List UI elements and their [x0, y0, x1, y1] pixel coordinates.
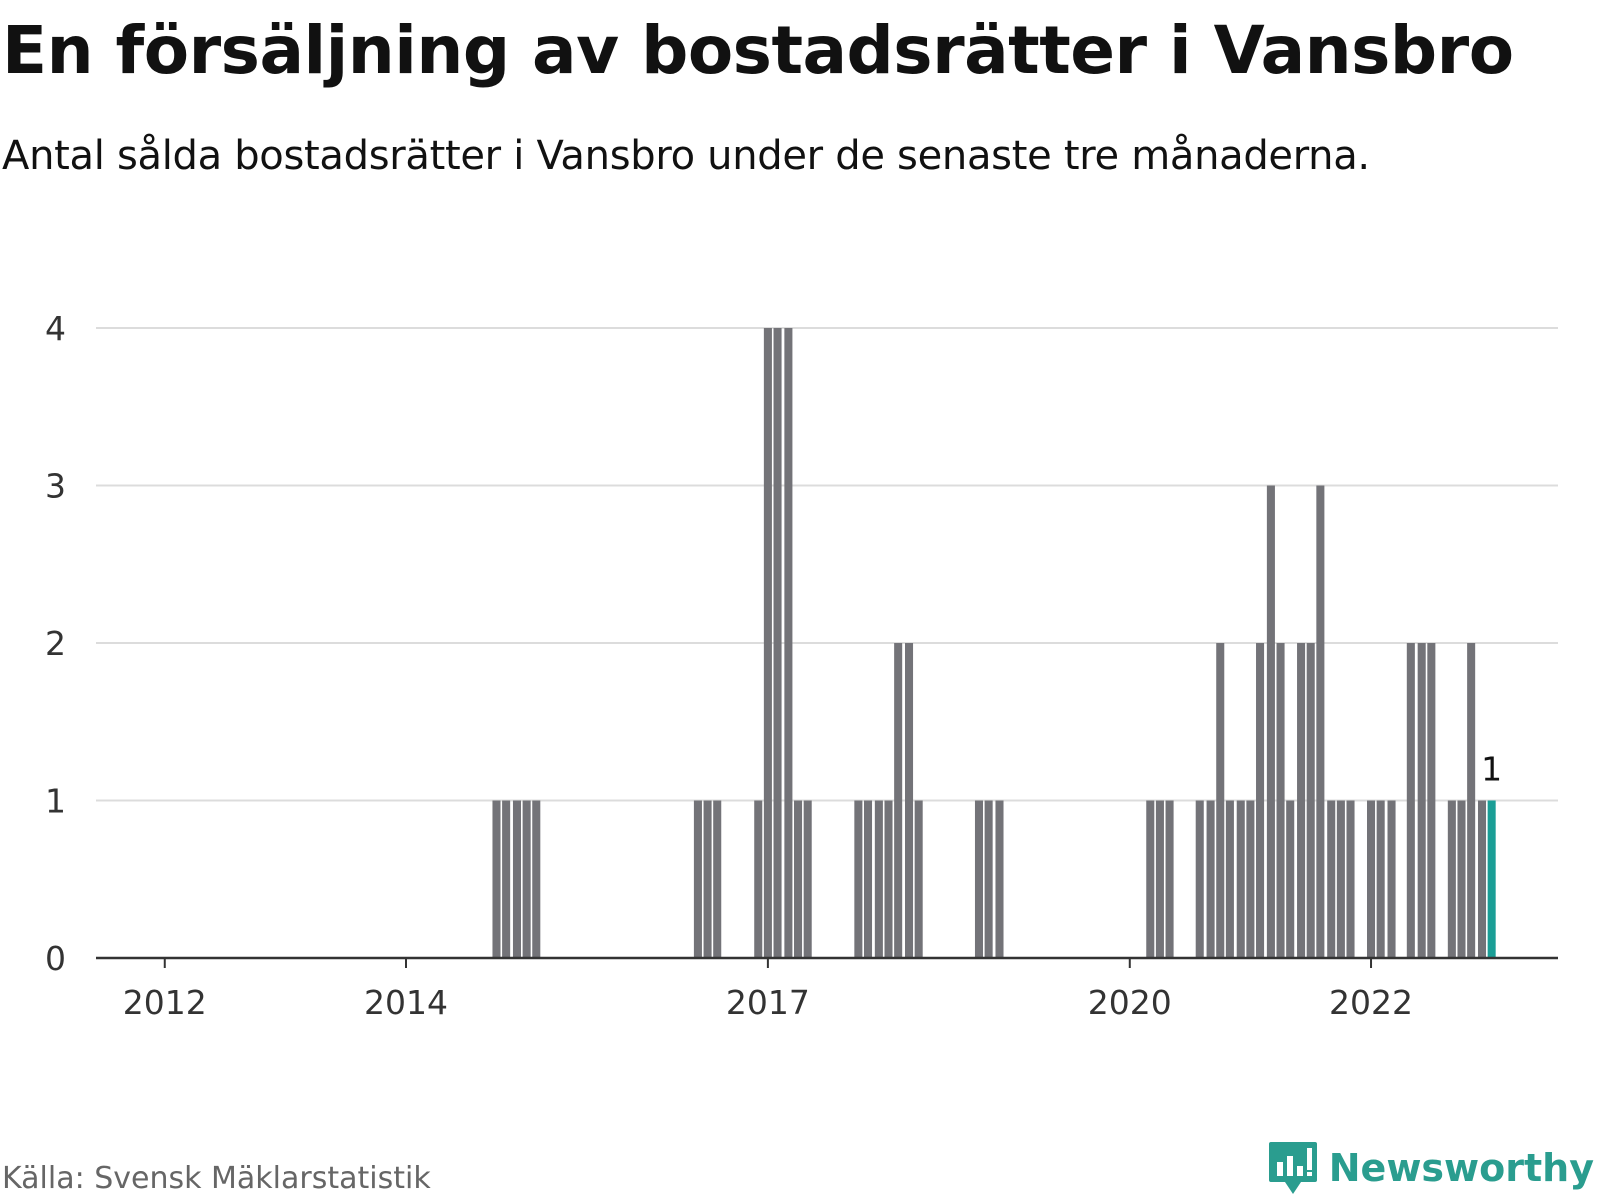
- bar: [874, 800, 883, 958]
- bar: [1327, 800, 1336, 958]
- brand-logo: Newsworthy: [1267, 1140, 1594, 1196]
- bar: [1246, 800, 1255, 958]
- bar: [532, 800, 541, 958]
- bar: [492, 800, 501, 958]
- bar: [1467, 643, 1476, 958]
- y-tick-label-1: 1: [45, 782, 66, 821]
- bar: [1477, 800, 1487, 958]
- bar: [1225, 800, 1234, 958]
- bar: [1376, 800, 1385, 958]
- bar: [854, 800, 863, 958]
- bar: [703, 800, 712, 958]
- bar: [1216, 643, 1225, 958]
- y-tick-label-0: 0: [45, 939, 66, 978]
- bar: [1256, 643, 1265, 958]
- bar: [974, 800, 984, 958]
- bar: [502, 800, 511, 958]
- bar: [1417, 643, 1426, 958]
- labels: 0 1 2 3 4 2012 2014 2017 2020 2022 1: [45, 309, 1502, 1022]
- bar: [693, 800, 702, 958]
- brand-name: Newsworthy: [1328, 1146, 1594, 1190]
- bars: [492, 328, 1496, 958]
- bar: [1457, 800, 1466, 958]
- bar: [1406, 643, 1415, 958]
- bar: [803, 800, 812, 958]
- bar: [1447, 800, 1456, 958]
- bar: [1286, 800, 1295, 958]
- bar: [512, 800, 522, 958]
- bar: [1236, 800, 1245, 958]
- bar: [1165, 800, 1174, 958]
- x-tick-label-2012: 2012: [123, 983, 207, 1022]
- x-tick-label-2020: 2020: [1088, 983, 1172, 1022]
- bar: [863, 800, 873, 958]
- bar: [1195, 800, 1204, 958]
- bar: [1155, 800, 1164, 958]
- y-tick-label-2: 2: [45, 624, 66, 663]
- bar: [754, 800, 763, 958]
- bar: [1367, 800, 1376, 958]
- bar: [1276, 643, 1285, 958]
- axes: [96, 956, 1558, 968]
- bar: [1487, 800, 1496, 958]
- y-tick-label-3: 3: [45, 467, 66, 506]
- bar: [1297, 643, 1306, 958]
- bar-chart: 0 1 2 3 4 2012 2014 2017 2020 2022 1: [45, 309, 1558, 1022]
- x-tick-label-2022: 2022: [1329, 983, 1413, 1022]
- y-tick-label-4: 4: [45, 309, 66, 348]
- bar: [984, 800, 993, 958]
- bar: [884, 800, 893, 958]
- bar: [905, 643, 914, 958]
- bar: [894, 643, 903, 958]
- bar: [1206, 800, 1215, 958]
- bar: [1316, 485, 1325, 958]
- x-tick-label-2017: 2017: [726, 983, 810, 1022]
- bar: [914, 800, 923, 958]
- bar: [1427, 643, 1436, 958]
- bar: [794, 800, 803, 958]
- chart-subtitle: Antal sålda bostadsrätter i Vansbro unde…: [2, 133, 1370, 179]
- bar: [713, 800, 722, 958]
- annotation-label: 1: [1481, 750, 1502, 789]
- bar: [995, 800, 1004, 958]
- source-note: Källa: Svensk Mäklarstatistik: [2, 1161, 431, 1196]
- gridlines: [96, 327, 1558, 802]
- bar: [784, 328, 793, 958]
- bar: [522, 800, 531, 958]
- chart-title: En försäljning av bostadsrätter i Vansbr…: [2, 12, 1514, 89]
- bar: [1346, 800, 1355, 958]
- bar: [1266, 485, 1275, 958]
- bar: [1336, 800, 1345, 958]
- x-tick-label-2014: 2014: [364, 983, 448, 1022]
- bar: [1387, 800, 1396, 958]
- bar: [1146, 800, 1155, 958]
- bar: [773, 328, 782, 958]
- newsworthy-logo-icon: [1268, 1142, 1317, 1194]
- bar: [1306, 643, 1315, 958]
- bar: [763, 328, 772, 958]
